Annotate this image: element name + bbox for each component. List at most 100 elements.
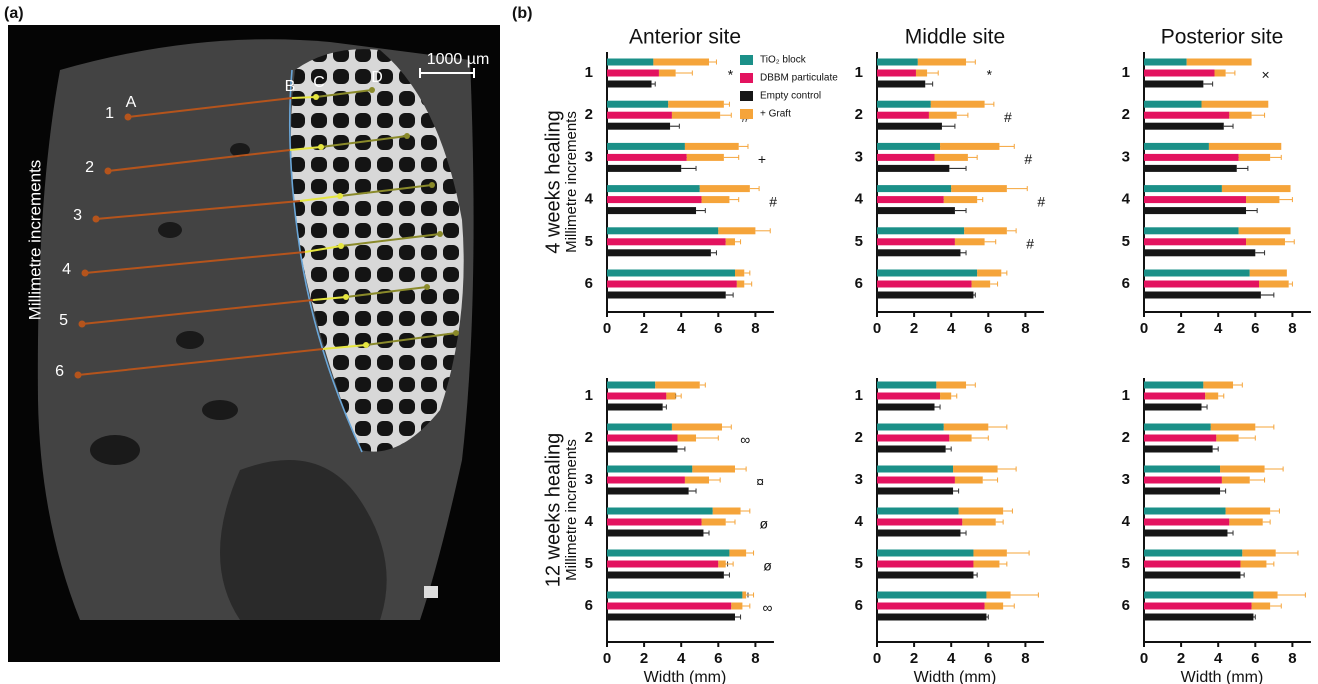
x-axis-label: Width (mm) [644, 669, 727, 684]
bar [1144, 269, 1250, 277]
graft-bar [729, 549, 747, 557]
x-tick-label: 6 [714, 320, 722, 337]
row-label: 4 weeks healing [542, 110, 564, 253]
x-tick-label: 2 [1177, 320, 1185, 337]
y-tick-label: 5 [585, 233, 593, 250]
graft-bar [973, 560, 1000, 568]
y-tick-label: 2 [585, 429, 593, 446]
bar [607, 153, 687, 161]
y-tick-label: 2 [1122, 429, 1130, 446]
bar [607, 507, 713, 515]
measure-point [424, 284, 430, 290]
significance-mark: ø [763, 558, 772, 574]
x-tick-label: 4 [677, 650, 686, 667]
bar [877, 69, 916, 77]
graft-bar [1246, 196, 1280, 204]
graft-bar [725, 238, 735, 246]
point-label: A [126, 94, 137, 111]
bar [877, 549, 974, 557]
graft-bar [917, 58, 967, 66]
graft-bar [1238, 153, 1271, 161]
graft-bar [742, 591, 747, 599]
significance-mark: ¤ [756, 474, 764, 490]
graft-bar [1201, 100, 1269, 108]
bar [877, 591, 987, 599]
bar [1144, 111, 1230, 119]
graft-bar [686, 153, 724, 161]
x-tick-label: 2 [640, 650, 648, 667]
y-tick-label: 6 [1122, 597, 1130, 614]
graft-bar [943, 196, 978, 204]
bar [877, 153, 935, 161]
bar [607, 142, 685, 150]
panel-label: (a) [4, 5, 24, 22]
graft-bar [666, 392, 676, 400]
graft-bar [930, 100, 985, 108]
measure-point [74, 371, 82, 379]
y-tick-label: 3 [585, 148, 593, 165]
bar [1144, 164, 1237, 172]
x-tick-label: 0 [603, 320, 611, 337]
bar [607, 100, 669, 108]
y-tick-label: 4 [585, 513, 594, 530]
increment-label: 2 [85, 159, 94, 176]
bar [1144, 591, 1254, 599]
bar [607, 381, 656, 389]
graft-bar [928, 111, 957, 119]
y-tick-label: 2 [855, 429, 863, 446]
chart-title: Posterior site [1161, 26, 1284, 49]
x-tick-label: 8 [1021, 650, 1029, 667]
graft-bar [986, 591, 1011, 599]
x-tick-label: 0 [1140, 320, 1148, 337]
bar [607, 434, 678, 442]
graft-bar [1214, 69, 1226, 77]
bar [607, 291, 726, 299]
bar [1144, 465, 1221, 473]
x-tick-label: 8 [751, 320, 759, 337]
bar [877, 403, 935, 411]
y-tick-label: 6 [855, 275, 863, 292]
graft-bar [1238, 227, 1291, 235]
significance-mark: * [987, 67, 993, 83]
x-tick-label: 0 [873, 320, 881, 337]
increment-label: 1 [105, 105, 114, 122]
bar [1144, 80, 1204, 88]
measure-line [322, 344, 367, 350]
bar [877, 560, 974, 568]
x-tick-label: 2 [910, 320, 918, 337]
significance-mark: ∞ [763, 600, 773, 616]
measure-point [81, 269, 89, 277]
x-tick-label: 6 [714, 650, 722, 667]
significance-mark: ∞ [740, 432, 750, 448]
y-tick-label: 4 [1122, 513, 1131, 530]
graft-bar [953, 465, 998, 473]
bar [877, 185, 952, 193]
measure-line [127, 97, 293, 118]
bar [877, 487, 954, 495]
graft-bar [658, 69, 676, 77]
significance-mark: × [1261, 67, 1269, 83]
bar [607, 249, 711, 257]
significance-mark: # [1026, 236, 1034, 252]
graft-bar [1251, 602, 1271, 610]
y-axis-label: Millimetre increments [563, 439, 580, 581]
point-label: D [371, 69, 383, 86]
bar [877, 291, 974, 299]
measure-point [369, 87, 375, 93]
bar [1144, 249, 1256, 257]
bar [877, 100, 931, 108]
y-tick-label: 3 [1122, 471, 1130, 488]
bar [1144, 122, 1224, 130]
significance-mark: # [1004, 109, 1012, 125]
row-label: 12 weeks healing [542, 433, 564, 588]
bar [607, 80, 652, 88]
measure-line [299, 195, 341, 202]
bar [1144, 571, 1241, 579]
y-tick-label: 6 [585, 597, 593, 614]
graft-bar [1220, 465, 1265, 473]
bar [607, 58, 654, 66]
bar [607, 571, 724, 579]
graft-bar [934, 153, 968, 161]
x-tick-label: 4 [1214, 320, 1223, 337]
